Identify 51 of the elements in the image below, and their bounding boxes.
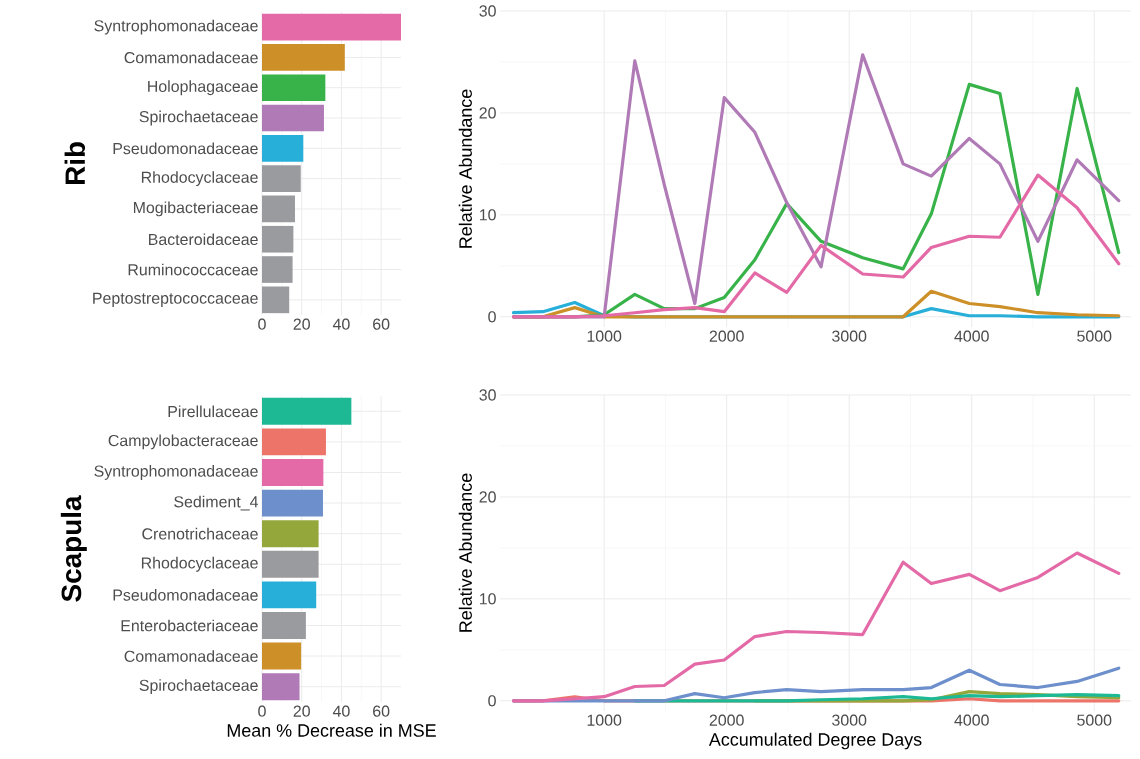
- x-axis-title: Accumulated Degree Days: [708, 732, 922, 750]
- x-axis-title: Mean % Decrease in MSE: [227, 723, 436, 737]
- y-tick-label: Enterobacteriaceae: [121, 619, 258, 632]
- y-tick-label: Comamonadaceae: [124, 650, 258, 662]
- y-tick-label: Pseudomonadaceae: [113, 589, 258, 601]
- y-tick-label: 0: [488, 695, 496, 707]
- y-tick-label: Pirellulaceae: [168, 405, 258, 418]
- x-tick-label: 20: [293, 705, 310, 717]
- y-tick-label: Rhodocyclaceae: [141, 556, 258, 572]
- y-tick-label: Peptostreptococcaceae: [93, 292, 258, 307]
- x-tick-label: 40: [332, 705, 350, 717]
- y-tick-label: 10: [479, 593, 496, 605]
- x-tick-label: 4000: [954, 330, 989, 342]
- y-tick-label: Bacteroidaceae: [149, 233, 258, 246]
- y-tick-label: 30: [479, 5, 496, 17]
- y-axis-title: Rib: [64, 142, 86, 185]
- x-tick-label: 2000: [709, 714, 744, 726]
- y-tick-label: Spirochaetaceae: [139, 679, 258, 695]
- y-tick-label: Mogibacteriaceae: [133, 201, 258, 217]
- y-tick-label: Holophagaceae: [148, 80, 258, 96]
- y-axis-title: Relative Abundance: [458, 89, 472, 248]
- x-tick-label: 3000: [832, 714, 867, 726]
- y-axis-title: Scapula: [60, 495, 87, 602]
- x-tick-label: 0: [258, 318, 266, 330]
- y-axis-title: Relative Abundance: [458, 473, 472, 632]
- y-tick-label: 30: [479, 389, 496, 401]
- x-tick-label: 2000: [709, 330, 744, 342]
- x-tick-label: 4000: [954, 714, 989, 726]
- y-tick-label: Syntrophomonadaceae: [94, 19, 258, 35]
- x-tick-label: 20: [293, 318, 310, 330]
- y-tick-label: Syntrophomonadaceae: [94, 465, 258, 480]
- y-tick-label: Ruminococcaceae: [128, 263, 258, 276]
- x-tick-label: 3000: [832, 330, 867, 342]
- y-tick-label: Rhodocyclaceae: [141, 171, 258, 187]
- y-tick-label: Pseudomonadaceae: [113, 142, 258, 155]
- x-tick-label: 40: [332, 318, 350, 330]
- y-tick-label: Crenotrichaceae: [142, 527, 258, 540]
- x-tick-label: 1000: [587, 330, 622, 342]
- x-tick-label: 1000: [587, 714, 622, 726]
- y-tick-label: 10: [479, 209, 496, 221]
- y-tick-label: 20: [479, 491, 496, 503]
- x-tick-label: 5000: [1077, 330, 1112, 342]
- x-tick-label: 60: [373, 318, 390, 330]
- y-tick-label: Campylobacteraceae: [108, 434, 258, 450]
- x-tick-label: 0: [258, 705, 266, 717]
- y-tick-label: Spirochaetaceae: [139, 110, 258, 126]
- x-tick-label: 60: [373, 705, 390, 717]
- y-tick-label: 20: [479, 107, 496, 119]
- y-tick-label: Sediment_4: [174, 495, 258, 511]
- x-tick-label: 5000: [1077, 714, 1112, 726]
- y-tick-label: Comamonadaceae: [124, 51, 258, 64]
